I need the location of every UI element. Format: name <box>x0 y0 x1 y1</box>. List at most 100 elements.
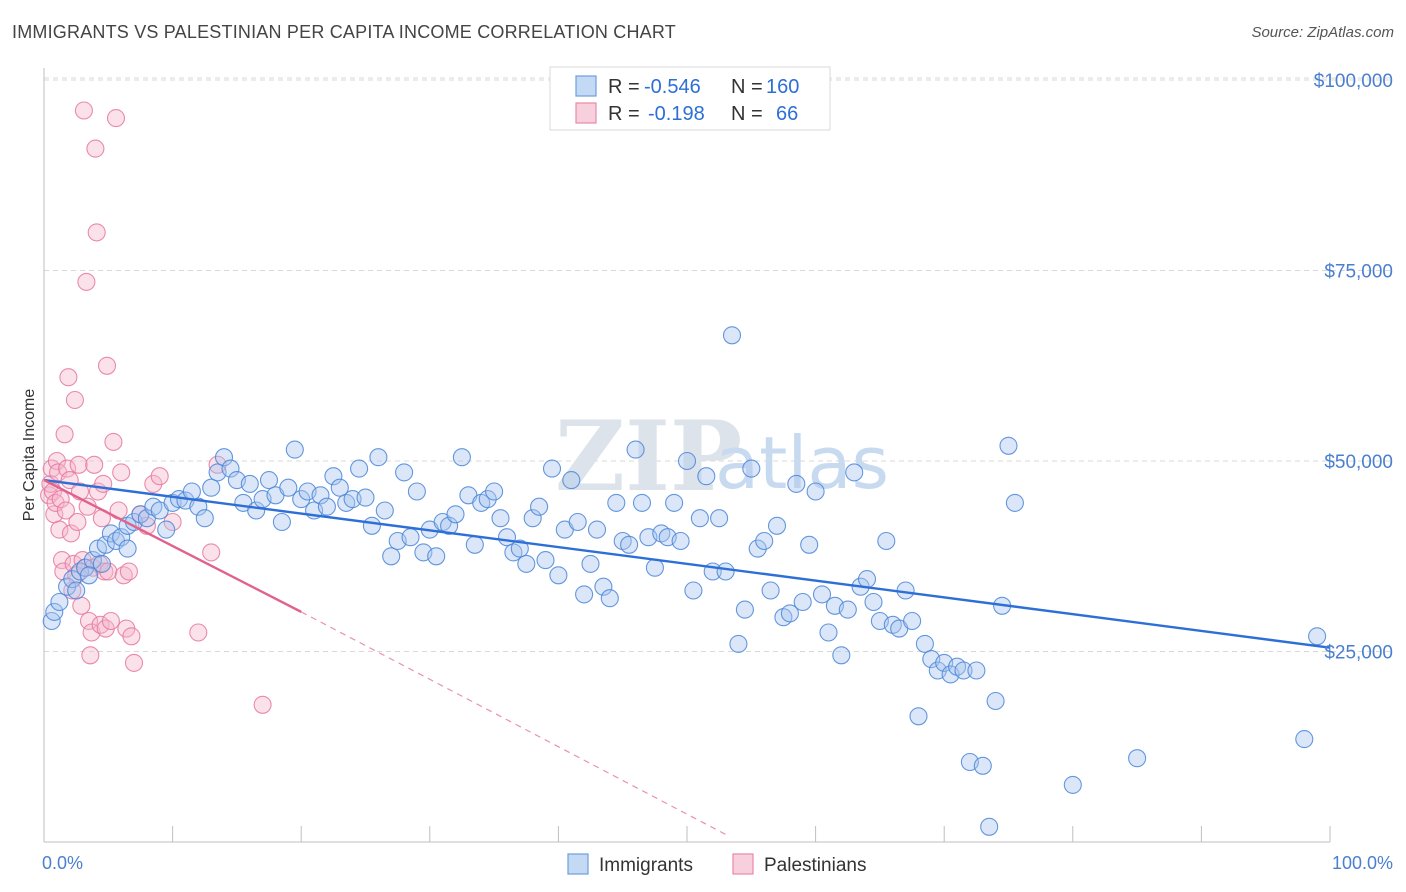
legend-bottom-immigrants: Immigrants <box>599 855 693 876</box>
point-immigrants <box>407 482 426 501</box>
point-immigrants <box>845 463 864 482</box>
point-immigrants <box>735 600 754 619</box>
point-immigrants <box>722 326 742 345</box>
point-immigrants <box>999 436 1018 455</box>
point-immigrants <box>800 535 819 554</box>
legend-bottom: Immigrants Palestinians <box>567 853 866 876</box>
point-immigrants <box>594 577 613 596</box>
point-immigrants <box>671 531 690 551</box>
point-immigrants <box>909 707 928 726</box>
point-palestinians <box>65 390 84 410</box>
point-palestinians <box>189 623 208 642</box>
legend-n-value: 66 <box>776 103 798 125</box>
point-immigrants <box>690 509 709 528</box>
y-tick-label: $25,000 <box>1324 643 1393 664</box>
point-palestinians <box>56 501 75 520</box>
point-immigrants <box>677 451 697 471</box>
legend-r-value: -0.198 <box>648 103 705 125</box>
point-immigrants <box>259 471 279 490</box>
point-immigrants <box>1063 775 1082 794</box>
point-immigrants <box>112 528 131 547</box>
point-palestinians <box>99 562 118 581</box>
watermark: ZIP atlas <box>555 400 889 513</box>
x-tick-label: 100.0% <box>1332 853 1393 873</box>
point-palestinians <box>104 432 123 451</box>
point-immigrants <box>272 512 291 532</box>
point-immigrants <box>50 592 69 612</box>
point-immigrants <box>195 509 214 528</box>
point-immigrants <box>819 623 838 642</box>
point-immigrants <box>857 570 877 589</box>
point-palestinians <box>59 368 78 387</box>
y-tick-label: $50,000 <box>1324 452 1393 473</box>
point-immigrants <box>395 463 414 482</box>
point-immigrants <box>632 493 652 512</box>
point-immigrants <box>742 459 761 478</box>
point-palestinians <box>87 223 106 242</box>
point-immigrants <box>157 520 176 539</box>
point-immigrants <box>607 493 626 512</box>
point-immigrants <box>452 448 471 467</box>
chart-title: IMMIGRANTS VS PALESTINIAN PER CAPITA INC… <box>12 22 676 42</box>
point-immigrants <box>324 467 343 486</box>
point-palestinians <box>72 596 91 615</box>
point-immigrants <box>485 482 504 501</box>
point-immigrants <box>536 551 555 570</box>
point-immigrants <box>330 478 349 497</box>
legend-n-label: N = <box>731 76 763 98</box>
point-palestinians <box>79 611 99 631</box>
point-palestinians <box>51 490 70 509</box>
point-immigrants <box>279 478 298 497</box>
point-palestinians <box>124 653 144 672</box>
point-palestinians <box>77 272 96 291</box>
point-palestinians <box>55 425 74 444</box>
point-immigrants <box>980 817 999 836</box>
point-palestinians <box>202 543 221 562</box>
point-immigrants <box>311 486 330 505</box>
legend-row-immigrants: R = -0.546 N = 160 <box>575 75 799 98</box>
point-immigrants <box>375 501 394 520</box>
point-immigrants <box>915 634 934 653</box>
point-immigrants <box>967 661 986 680</box>
point-immigrants <box>510 539 529 558</box>
point-immigrants <box>118 539 137 558</box>
legend-swatch-immigrants <box>575 75 597 97</box>
y-tick-label: $75,000 <box>1324 262 1393 283</box>
point-immigrants <box>382 547 401 566</box>
point-immigrants <box>221 459 240 478</box>
point-immigrants <box>587 520 607 539</box>
point-immigrants <box>465 535 484 554</box>
point-palestinians <box>50 520 69 539</box>
point-immigrants <box>542 459 562 478</box>
point-immigrants <box>832 646 851 665</box>
point-immigrants <box>67 581 86 600</box>
point-immigrants <box>92 554 111 573</box>
point-immigrants <box>350 459 369 478</box>
legend-top: R = -0.546 N = 160 R = -0.198 N = 66 <box>549 66 831 131</box>
point-immigrants <box>877 531 896 551</box>
point-immigrants <box>317 497 336 516</box>
point-palestinians <box>94 474 113 493</box>
point-immigrants <box>787 474 806 493</box>
legend-r-value: -0.546 <box>644 76 701 98</box>
x-tick-labels: 0.0% 100.0% <box>42 853 1393 873</box>
legend-bottom-swatch-immigrants <box>567 853 589 875</box>
point-palestinians <box>58 459 77 478</box>
point-immigrants <box>362 516 381 535</box>
point-immigrants <box>812 585 832 604</box>
point-palestinians <box>61 524 81 543</box>
point-immigrants <box>343 490 362 509</box>
trend-lines <box>43 478 1331 835</box>
point-immigrants <box>83 551 102 570</box>
point-palestinians <box>85 455 104 474</box>
point-immigrants <box>1308 627 1327 646</box>
point-immigrants <box>806 482 825 501</box>
point-immigrants <box>710 509 729 528</box>
legend-r-label: R = <box>608 103 640 125</box>
point-immigrants <box>1295 730 1314 749</box>
point-immigrants <box>793 592 812 612</box>
point-immigrants <box>575 585 594 604</box>
point-palestinians <box>150 467 169 486</box>
point-immigrants <box>202 478 221 497</box>
trend-line-immigrants <box>43 478 1331 649</box>
